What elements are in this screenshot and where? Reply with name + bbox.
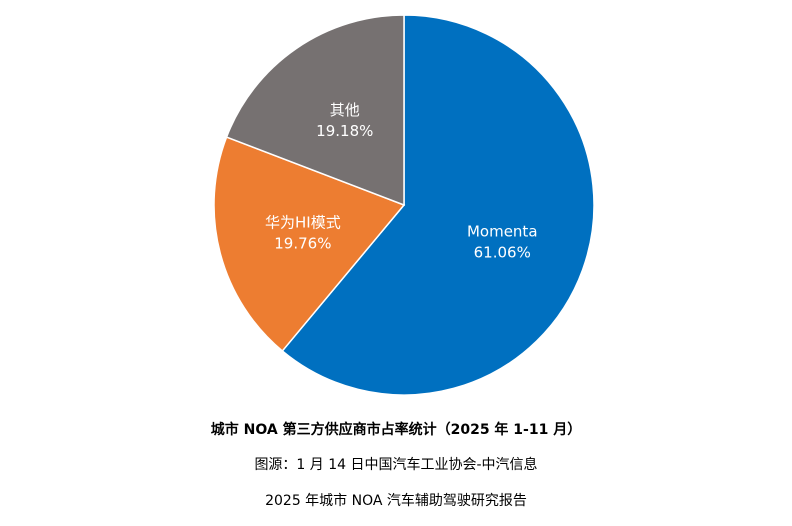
chart-title: 城市 NOA 第三方供应商市占率统计（2025 年 1-11 月） xyxy=(210,422,582,438)
pie-chart-svg: Momenta 61.06% 华为HI模式 19.76% 其他 19.18% xyxy=(213,14,595,396)
slice-name-label: 华为HI模式 xyxy=(265,213,341,231)
slice-value-label: 19.18% xyxy=(316,122,373,140)
pie-labels: Momenta 61.06% 华为HI模式 19.76% 其他 19.18% xyxy=(265,101,538,262)
pie-slice-2 xyxy=(225,14,405,207)
chart-source: 图源：1 月 14 日中国汽车工业协会-中汽信息 xyxy=(254,457,538,473)
pie-slices xyxy=(213,14,595,396)
slice-value-label: 61.06% xyxy=(474,244,531,262)
pie-chart: Momenta 61.06% 华为HI模式 19.76% 其他 19.18% xyxy=(213,14,595,396)
pie-slice-1 xyxy=(213,136,406,352)
pie-slice-0 xyxy=(281,14,595,396)
slice-name-label: 其他 xyxy=(330,101,360,119)
slice-name-label: Momenta xyxy=(467,223,538,241)
slice-value-label: 19.76% xyxy=(274,234,331,252)
report-name: 2025 年城市 NOA 汽车辅助驾驶研究报告 xyxy=(265,493,527,509)
